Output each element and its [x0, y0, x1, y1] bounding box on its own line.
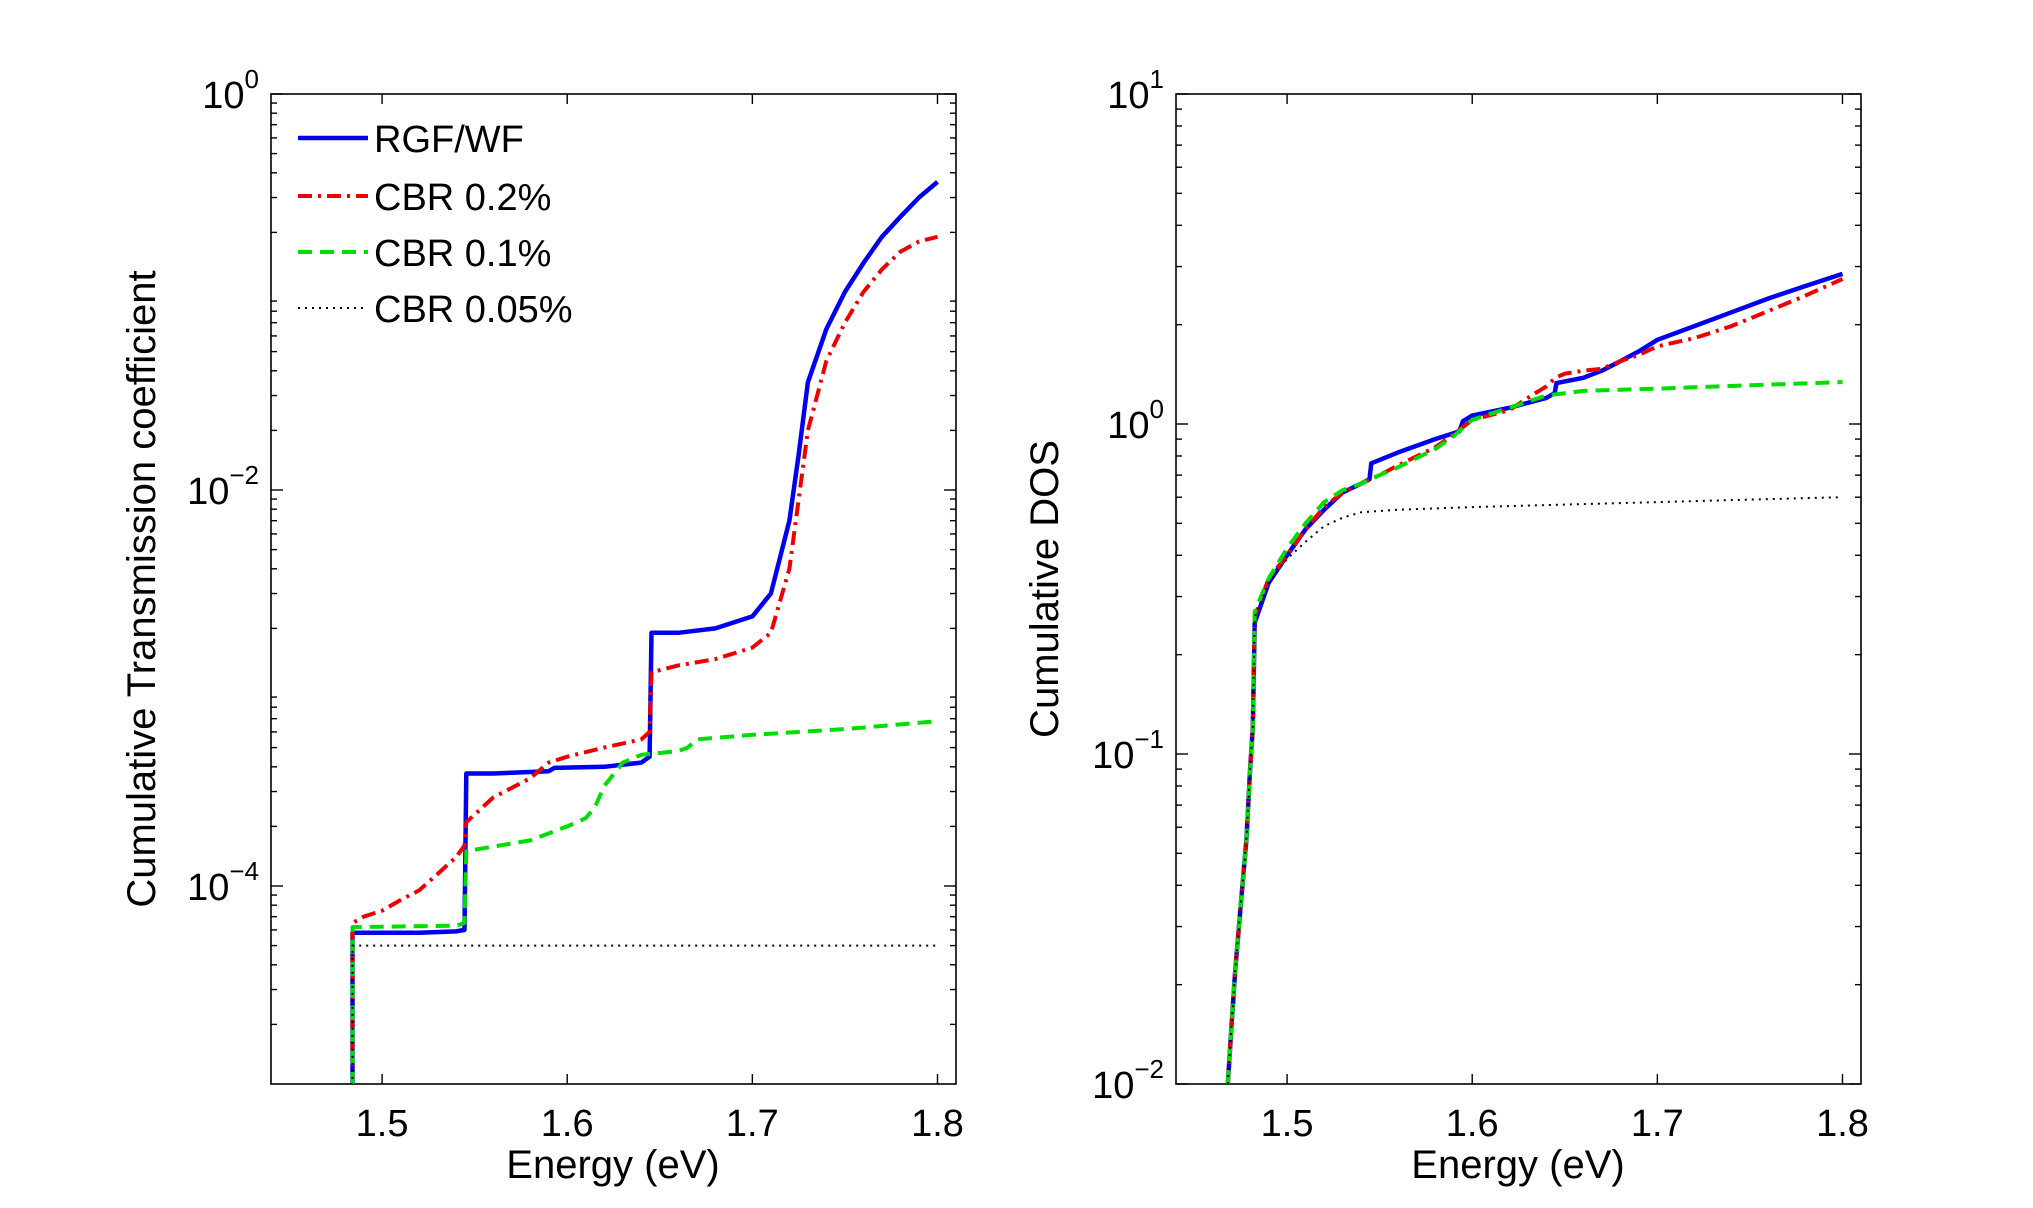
x-tick-label: 1.7	[1631, 1103, 1684, 1145]
y-tick-labels: 100 10−2 10−4	[187, 64, 259, 909]
x-axis-label: Energy (eV)	[506, 1143, 719, 1187]
tick-marks	[1176, 93, 1861, 1085]
x-tick-label: 1.6	[541, 1103, 594, 1145]
series-lines	[1225, 271, 1844, 1084]
series-lines	[350, 180, 939, 1084]
x-axis-label: Energy (eV)	[1411, 1143, 1624, 1187]
series-line-rgf-wf	[350, 180, 939, 1084]
y-axis-label: Cumulative DOS	[1023, 440, 1067, 738]
x-tick-label: 1.6	[1446, 1103, 1499, 1145]
plot-frame	[270, 93, 957, 1085]
y-tick-label: 10−2	[1092, 1054, 1164, 1107]
x-tick-label: 1.7	[726, 1103, 779, 1145]
y-tick-label: 10−1	[1092, 724, 1164, 777]
legend-label-cbr-005: CBR 0.05%	[374, 289, 573, 331]
y-tick-label: 101	[1107, 64, 1164, 117]
x-tick-labels: 1.5 1.6 1.7 1.8	[356, 1103, 964, 1145]
series-line-cbr-0-05	[1226, 496, 1843, 1084]
x-tick-labels: 1.5 1.6 1.7 1.8	[1261, 1103, 1869, 1145]
y-axis-label: Cumulative Transmission coefficient	[120, 270, 164, 907]
y-tick-label: 100	[1107, 394, 1164, 447]
x-tick-label: 1.5	[1261, 1103, 1314, 1145]
y-tick-labels: 101 100 10−1 10−2	[1092, 64, 1164, 1107]
x-tick-label: 1.8	[911, 1103, 964, 1145]
series-line-cbr-0-2	[350, 234, 938, 1084]
legend-label-rgf-wf: RGF/WF	[374, 119, 524, 161]
y-tick-label: 10−4	[187, 856, 259, 909]
y-tick-label: 10−2	[187, 460, 259, 513]
plot-frame	[1175, 93, 1862, 1085]
transmission-panel: 1.5 1.6 1.7 1.8 100 10−2 10−4 Energy (eV) Cum…	[120, 64, 964, 1187]
legend-label-cbr-01: CBR 0.1%	[374, 233, 551, 275]
legend: RGF/WF CBR 0.2% CBR 0.1% CBR 0.05%	[298, 119, 573, 331]
x-tick-label: 1.5	[356, 1103, 409, 1145]
y-tick-label: 100	[202, 64, 259, 117]
x-tick-label: 1.8	[1816, 1103, 1869, 1145]
tick-marks	[271, 93, 956, 1084]
legend-label-cbr-02: CBR 0.2%	[374, 177, 551, 219]
